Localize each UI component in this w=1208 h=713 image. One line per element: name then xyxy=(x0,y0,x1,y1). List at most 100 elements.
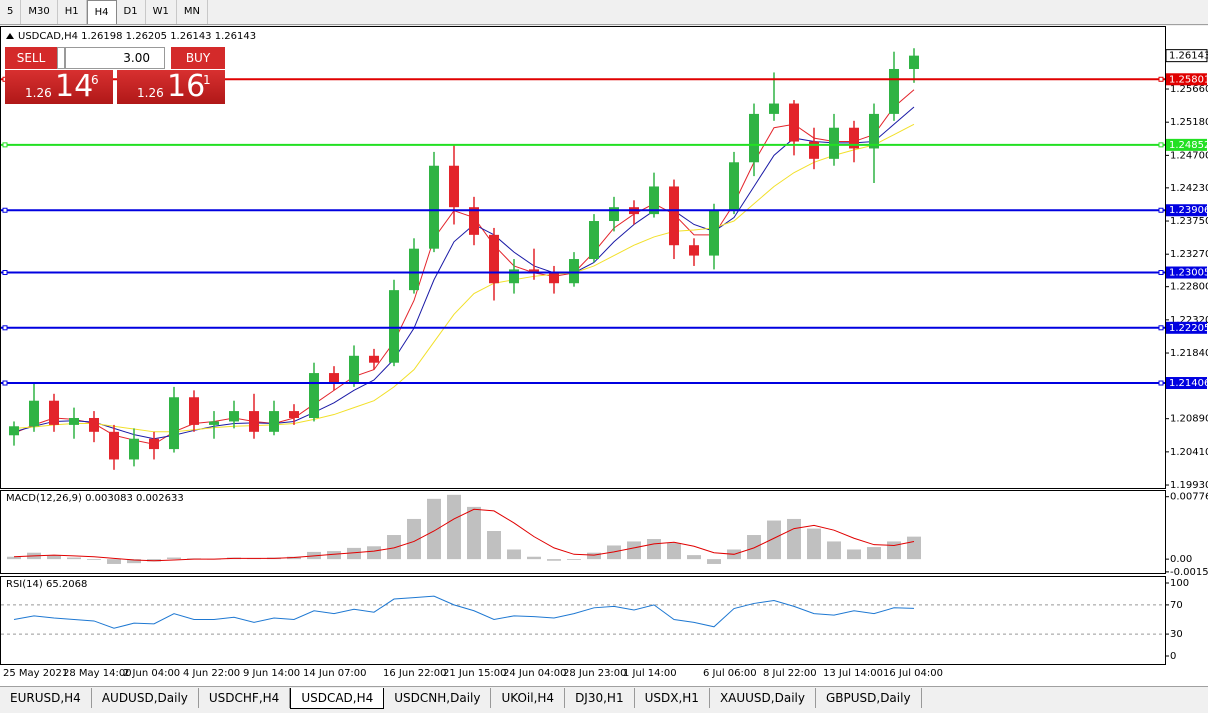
sell-button[interactable]: SELL xyxy=(5,47,57,69)
symbol-tab[interactable]: USDCNH,Daily xyxy=(384,688,492,708)
macd-bar xyxy=(467,506,481,560)
timeframe-button[interactable]: H4 xyxy=(86,0,117,24)
macd-bar xyxy=(907,536,921,560)
macd-bar xyxy=(447,494,461,560)
macd-bar xyxy=(47,555,61,560)
level-handle xyxy=(2,142,8,148)
candle-body xyxy=(409,248,419,291)
candle-body xyxy=(729,162,739,211)
rsi-title: RSI(14) 65.2068 xyxy=(6,579,87,590)
candle-body xyxy=(509,269,519,284)
candle-body xyxy=(249,411,259,432)
symbol-tab[interactable]: GBPUSD,Daily xyxy=(816,688,922,708)
macd-tick-label: 0.00 xyxy=(1170,554,1192,565)
price-tick-label: 1.25180 xyxy=(1170,117,1208,128)
macd-bar xyxy=(827,541,841,560)
chart-title: USDCAD,H4 1.26198 1.26205 1.26143 1.2614… xyxy=(18,31,256,42)
rsi-tick-label: 100 xyxy=(1170,578,1189,589)
macd-bar xyxy=(567,559,581,560)
buy-button[interactable]: BUY xyxy=(171,47,225,69)
macd-title: MACD(12,26,9) 0.003083 0.002633 xyxy=(6,493,184,504)
candle-body xyxy=(189,397,199,425)
timeframe-button[interactable]: H1 xyxy=(58,0,87,24)
moving-average xyxy=(13,106,915,440)
buy-price-point: 1 xyxy=(203,73,211,87)
rsi-tick-label: 70 xyxy=(1170,600,1183,611)
main-panel-frame xyxy=(0,26,1166,489)
level-label-box xyxy=(1166,73,1207,86)
macd-bar xyxy=(647,539,661,560)
price-tick-label: 1.20890 xyxy=(1170,414,1208,425)
candle-body xyxy=(889,68,899,114)
x-tick-label: 28 Jun 23:00 xyxy=(563,668,627,679)
timeframe-toolbar: 5 M30 H1 H4 D1 W1 MN xyxy=(0,0,1208,25)
candle-body xyxy=(609,207,619,222)
level-label-box xyxy=(1166,138,1207,151)
x-tick-label: 2 Jun 04:00 xyxy=(123,668,180,679)
timeframe-button[interactable]: D1 xyxy=(117,0,146,24)
candle-body xyxy=(789,103,799,142)
candle-body xyxy=(669,186,679,246)
lots-down[interactable] xyxy=(57,47,65,69)
level-handle xyxy=(2,270,8,276)
candle-body xyxy=(649,186,659,215)
symbol-tab[interactable]: UKOil,H4 xyxy=(491,688,566,708)
symbol-tab[interactable]: AUDUSD,Daily xyxy=(92,688,199,708)
level-handle xyxy=(1158,325,1164,331)
candle-body xyxy=(49,400,59,425)
symbol-tab[interactable]: EURUSD,H4 xyxy=(0,688,92,708)
timeframe-button[interactable]: W1 xyxy=(146,0,177,24)
macd-bar xyxy=(867,547,881,560)
level-handle xyxy=(2,380,8,386)
macd-bar xyxy=(387,535,401,560)
candle-body xyxy=(689,245,699,256)
lots-input[interactable]: 3.00 xyxy=(65,47,165,69)
macd-bar xyxy=(67,557,81,560)
macd-bar xyxy=(107,559,121,564)
level-handle xyxy=(1158,270,1164,276)
candle-body xyxy=(529,269,539,273)
timeframe-button[interactable]: 5 xyxy=(0,0,22,24)
price-tick-label: 1.24230 xyxy=(1170,183,1208,194)
candle-body xyxy=(309,373,319,418)
current-price-box xyxy=(1165,49,1208,63)
buy-price-prefix: 1.26 xyxy=(137,86,164,100)
rsi-tick-label: 30 xyxy=(1170,629,1183,640)
macd-bar xyxy=(127,559,141,564)
candle-body xyxy=(389,290,399,363)
symbol-tab[interactable]: DJ30,H1 xyxy=(565,688,635,708)
symbol-tabs: EURUSD,H4 AUDUSD,Daily USDCHF,H4 USDCAD,H4 U… xyxy=(0,686,1208,713)
candle-body xyxy=(229,411,239,422)
timeframe-button[interactable]: M30 xyxy=(21,0,58,24)
price-tick-label: 1.25660 xyxy=(1170,84,1208,95)
price-tick-label: 1.22320 xyxy=(1170,315,1208,326)
timeframe-button[interactable]: MN xyxy=(177,0,208,24)
candle-body xyxy=(449,165,459,208)
level-handle xyxy=(1158,142,1164,148)
symbol-tab[interactable]: USDCHF,H4 xyxy=(199,688,291,708)
candle-body xyxy=(429,165,439,249)
symbol-tab[interactable]: USDX,H1 xyxy=(635,688,710,708)
macd-bar xyxy=(427,498,441,560)
level-label: 1.25801 xyxy=(1169,74,1208,85)
macd-bar xyxy=(167,557,181,560)
x-tick-label: 8 Jul 22:00 xyxy=(763,668,817,679)
sell-price[interactable]: 1.26 14 6 xyxy=(5,70,113,104)
sell-price-point: 6 xyxy=(91,73,99,87)
one-click-trading: SELL 3.00 BUY 1.26 14 6 1.26 16 1 xyxy=(5,47,225,104)
candle-body xyxy=(909,55,919,69)
candle-body xyxy=(769,103,779,114)
price-tick-label: 1.21840 xyxy=(1170,348,1208,359)
x-tick-label: 4 Jun 22:00 xyxy=(183,668,240,679)
collapse-arrow[interactable] xyxy=(6,33,14,39)
macd-tick-label: -0.001584 xyxy=(1170,567,1208,578)
buy-price[interactable]: 1.26 16 1 xyxy=(117,70,225,104)
symbol-tab[interactable]: XAUUSD,Daily xyxy=(710,688,816,708)
symbol-tab[interactable]: USDCAD,H4 xyxy=(290,688,385,709)
current-price-label: 1.26143 xyxy=(1169,51,1208,62)
candle-body xyxy=(89,417,99,432)
candle-body xyxy=(469,207,479,235)
candle-body xyxy=(489,234,499,284)
x-tick-label: 16 Jul 04:00 xyxy=(883,668,943,679)
level-label: 1.22205 xyxy=(1169,323,1208,334)
